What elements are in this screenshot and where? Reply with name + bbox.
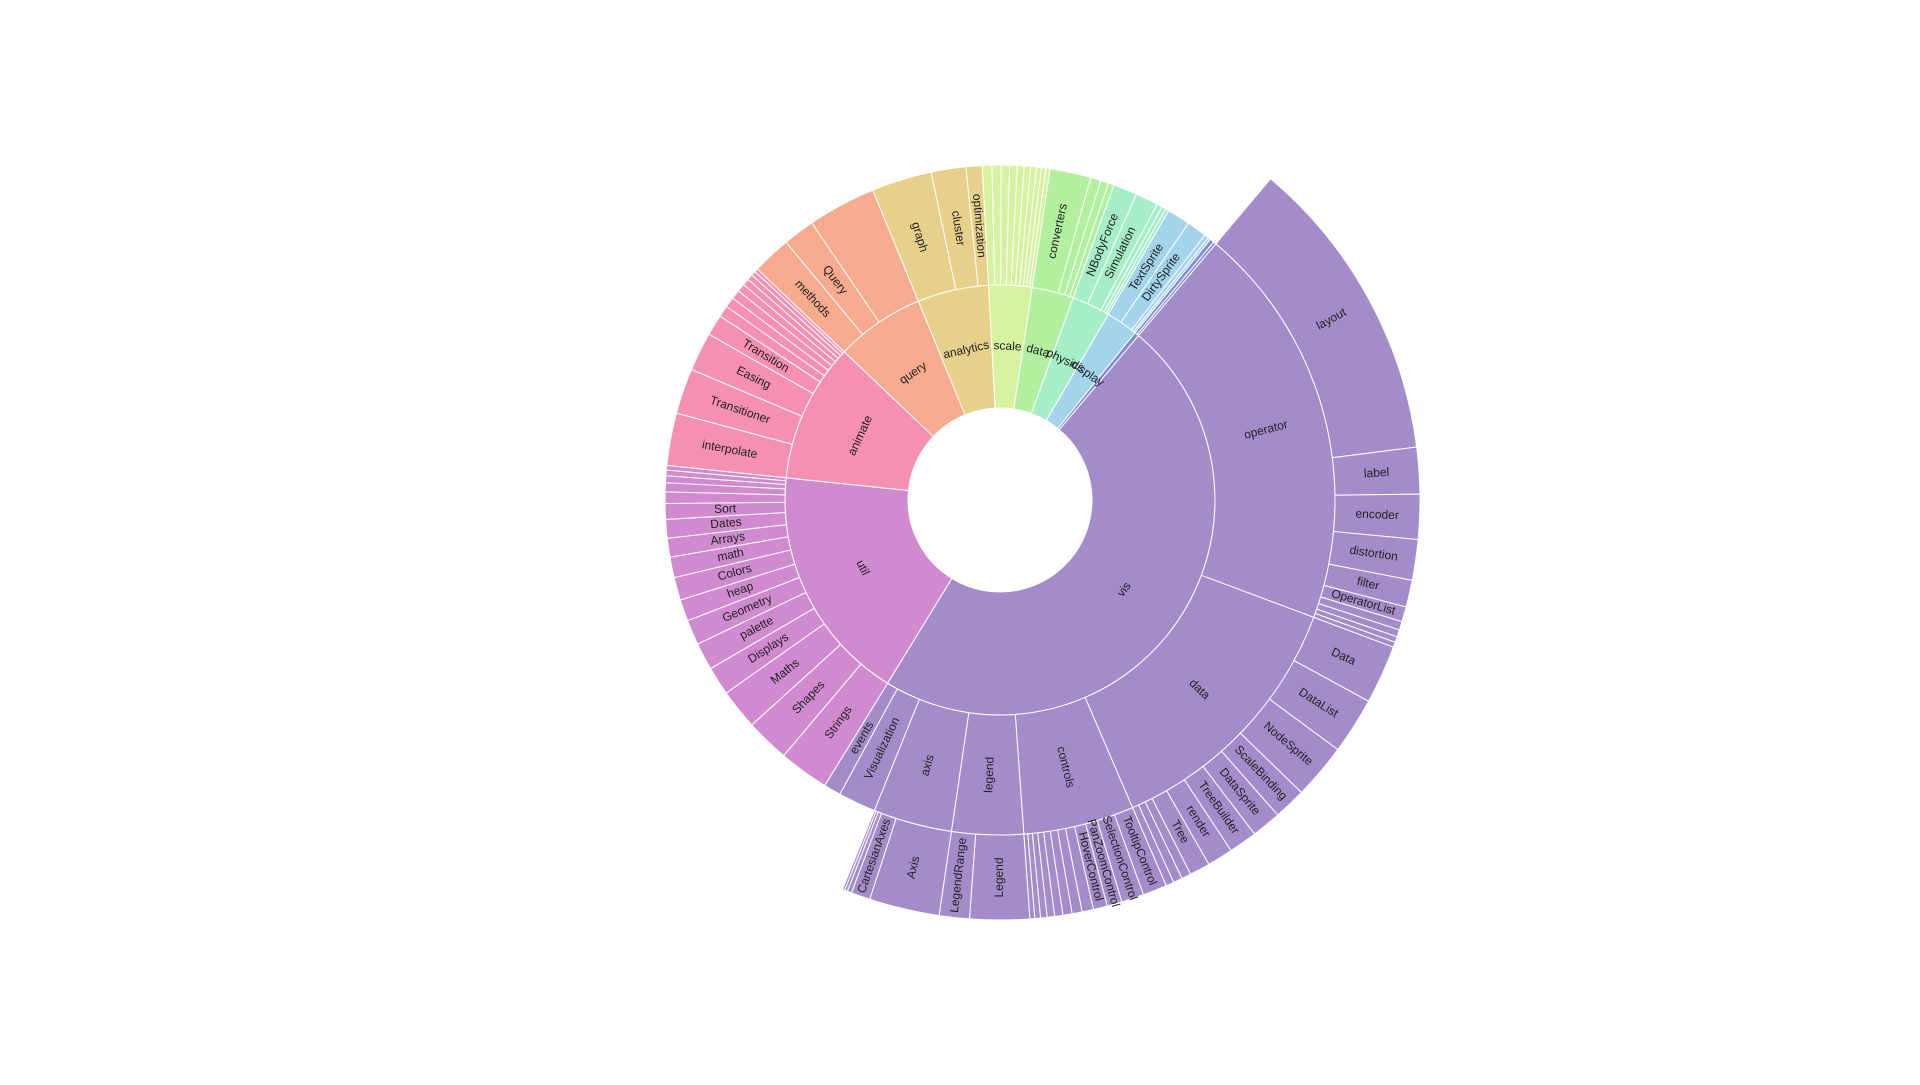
segment-label-data: data	[1025, 341, 1051, 360]
segment-label-encoder: encoder	[1355, 506, 1399, 522]
segment-label-filter: filter	[1356, 574, 1381, 593]
segment-label-dates: Dates	[710, 515, 742, 532]
segment-label-distortion: distortion	[1349, 543, 1399, 564]
segment-label-axis: axis	[918, 753, 937, 777]
segment-label-sort: Sort	[714, 501, 737, 516]
segment-label-cluster: cluster	[949, 210, 968, 247]
segment-label-optimization: optimization	[970, 193, 989, 258]
segment-label-math: math	[716, 545, 745, 564]
segment-label-util: util	[853, 558, 872, 578]
segment-label-label: label	[1363, 465, 1389, 481]
segment-label-legend: legend	[981, 757, 996, 794]
sunburst-segment-segment[interactable]	[1136, 241, 1217, 337]
segment-label-scale: scale	[993, 338, 1022, 353]
segment-label-legend: Legend	[992, 857, 1006, 897]
segment-label-vis: vis	[1114, 579, 1134, 599]
segment-label-axis: Axis	[904, 855, 923, 880]
segment-label-arrays: Arrays	[710, 529, 746, 548]
